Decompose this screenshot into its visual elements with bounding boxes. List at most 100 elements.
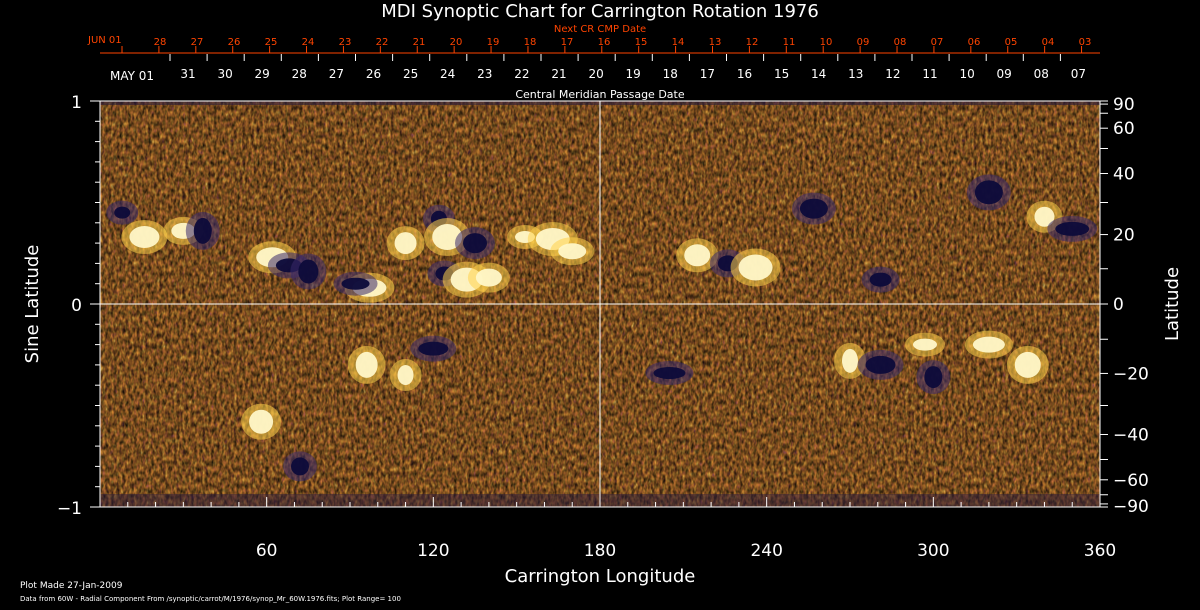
active-region-core xyxy=(291,457,309,476)
active-region-core xyxy=(355,351,378,378)
mid-axis-date-label: 24 xyxy=(440,67,455,81)
active-region-core xyxy=(972,336,1005,353)
top-axis-date-label: 23 xyxy=(339,37,352,48)
x-tick-label: 60 xyxy=(256,541,278,561)
mid-axis-date-label: 19 xyxy=(626,67,641,81)
active-region-core xyxy=(1034,206,1055,227)
active-region xyxy=(834,342,866,379)
y-right-tick-label: −60 xyxy=(1113,471,1149,491)
top-axis-date-label: 28 xyxy=(154,37,167,48)
top-axis-date-label: 15 xyxy=(635,37,648,48)
active-region-core xyxy=(341,277,370,290)
mid-axis-date-label: 22 xyxy=(514,67,529,81)
active-region xyxy=(964,330,1013,359)
mid-axis-date-label: 23 xyxy=(477,67,492,81)
active-region xyxy=(905,332,945,357)
mid-axis-date-label: 08 xyxy=(1034,67,1049,81)
active-region xyxy=(1006,345,1049,384)
x-tick-label: 120 xyxy=(417,541,449,561)
active-region-core xyxy=(475,268,502,287)
mid-axis-date-label: 17 xyxy=(700,67,715,81)
active-region xyxy=(676,238,719,273)
active-region-core xyxy=(865,355,896,374)
active-region-core xyxy=(298,259,319,284)
top-axis-date-label: 27 xyxy=(191,37,204,48)
active-region xyxy=(121,220,168,255)
active-region-core xyxy=(842,348,858,373)
top-axis: JUN 01 28 27 26 25 24 23 22 21 20 19 18 17 16 15 14 13 12… xyxy=(87,35,1100,54)
chart-title: MDI Synoptic Chart for Carrington Rotati… xyxy=(381,1,819,22)
active-region-core xyxy=(738,254,773,281)
y-left-tick-label: 1 xyxy=(71,93,82,113)
active-region-core xyxy=(394,232,417,255)
active-region-core xyxy=(432,224,463,251)
x-axis: 60 120 180 240 300 360 xyxy=(127,497,1116,561)
active-region xyxy=(455,227,495,260)
x-axis-label: Carrington Longitude xyxy=(505,566,696,587)
mid-axis-date-label: 09 xyxy=(997,67,1012,81)
mid-axis-date-label: 07 xyxy=(1071,67,1086,81)
top-axis-date-label: 22 xyxy=(376,37,389,48)
active-region xyxy=(645,361,694,386)
active-region-core xyxy=(397,365,414,386)
x-tick-label: 180 xyxy=(584,541,616,561)
top-axis-date-label: 14 xyxy=(672,37,685,48)
y-axis-left-label: Sine Latitude xyxy=(22,245,43,364)
x-tick-label: 240 xyxy=(750,541,782,561)
active-region-core xyxy=(869,272,892,287)
active-region xyxy=(185,211,220,250)
active-region-core xyxy=(558,243,587,260)
y-right-tick-label: 20 xyxy=(1113,226,1135,246)
active-region xyxy=(386,226,425,261)
active-region-core xyxy=(114,206,131,219)
plot-made-text: Plot Made 27-Jan-2009 xyxy=(20,581,123,591)
active-region xyxy=(857,349,904,380)
top-axis-date-label: 24 xyxy=(302,37,315,48)
top-axis-date-label: 26 xyxy=(228,37,241,48)
active-region xyxy=(467,262,510,293)
mid-axis-date-label: 28 xyxy=(292,67,307,81)
x-tick-label: 360 xyxy=(1084,541,1116,561)
y-right-tick-label: −90 xyxy=(1113,497,1149,517)
y-right-tick-label: −20 xyxy=(1113,364,1149,384)
y-axis-left: 1 0 −1 xyxy=(57,93,100,519)
top-axis-date-label: 05 xyxy=(1005,37,1018,48)
top-axis-date-label: 06 xyxy=(968,37,981,48)
mid-axis-date-label: 26 xyxy=(366,67,381,81)
top-axis-date-label: 17 xyxy=(561,37,574,48)
x-tick-label: 300 xyxy=(917,541,949,561)
y-right-tick-label: 60 xyxy=(1113,119,1135,139)
mid-axis-date-label: 11 xyxy=(922,67,937,81)
mid-axis-month-label: MAY 01 xyxy=(110,69,154,83)
mid-axis: MAY 01 31 30 29 28 27 26 25 24 23 22 21 20 19 18 17 16 15… xyxy=(110,54,1086,83)
active-region-core xyxy=(799,198,828,219)
mid-axis-date-label: 15 xyxy=(774,67,789,81)
active-region xyxy=(283,451,317,482)
top-axis-date-label: 08 xyxy=(894,37,907,48)
top-axis-date-label: 16 xyxy=(598,37,611,48)
top-axis-label: Next CR CMP Date xyxy=(554,24,646,35)
top-axis-date-label: 04 xyxy=(1042,37,1055,48)
top-axis-date-label: 12 xyxy=(746,37,759,48)
y-right-tick-label: 90 xyxy=(1113,95,1135,115)
mid-axis-label: Central Meridian Passage Date xyxy=(515,88,684,101)
active-region-core xyxy=(653,367,686,380)
top-axis-date-label: 11 xyxy=(783,37,796,48)
y-left-tick-label: −1 xyxy=(57,499,82,519)
active-region-core xyxy=(1055,221,1090,236)
top-axis-date-label: 20 xyxy=(450,37,463,48)
active-region-core xyxy=(684,244,711,267)
active-regions xyxy=(106,174,1098,482)
mid-axis-date-label: 13 xyxy=(848,67,863,81)
active-region xyxy=(290,253,327,290)
active-region xyxy=(916,360,951,395)
active-region xyxy=(550,237,595,266)
active-region xyxy=(347,345,386,384)
mid-axis-date-label: 16 xyxy=(737,67,752,81)
active-region-core xyxy=(129,226,160,249)
mid-axis-date-label: 12 xyxy=(885,67,900,81)
top-axis-date-label: 10 xyxy=(820,37,833,48)
active-region xyxy=(966,174,1011,211)
active-region xyxy=(410,335,457,362)
